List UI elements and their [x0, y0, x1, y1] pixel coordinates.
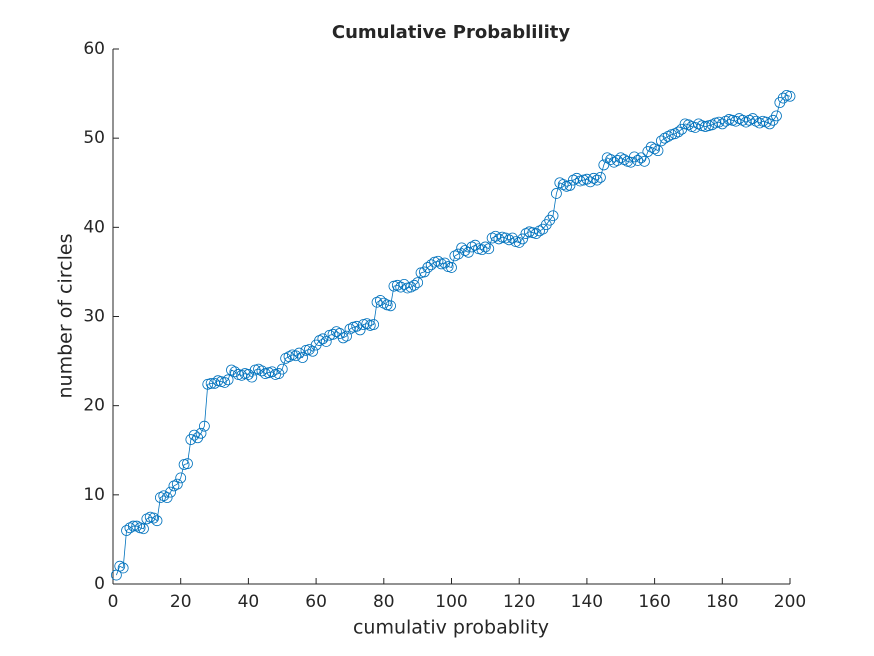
- data-marker: [591, 174, 603, 186]
- data-marker: [513, 237, 525, 248]
- data-marker: [385, 300, 396, 312]
- data-marker: [351, 320, 363, 332]
- x-tick-label: 140: [571, 592, 603, 612]
- data-marker: [195, 427, 207, 439]
- data-marker: [246, 371, 258, 383]
- data-marker: [517, 233, 528, 245]
- x-tick-label: 0: [108, 592, 119, 612]
- x-axis-label: cumulativ probablity: [353, 617, 549, 639]
- y-tick-label: 50: [83, 128, 105, 148]
- data-marker: [307, 345, 319, 357]
- data-marker: [151, 515, 163, 527]
- y-tick-label: 30: [83, 307, 105, 327]
- data-marker: [584, 176, 596, 188]
- data-marker: [276, 363, 288, 375]
- data-marker: [198, 420, 210, 432]
- data-marker: [483, 243, 495, 255]
- y-tick-label: 40: [83, 217, 105, 237]
- data-marker: [595, 171, 606, 183]
- data-marker: [127, 520, 139, 532]
- data-marker: [205, 377, 217, 389]
- x-tick-label: 40: [238, 592, 260, 612]
- chart-title: Cumulative Probablility: [332, 22, 571, 43]
- data-marker: [605, 154, 616, 165]
- data-marker: [777, 92, 789, 104]
- data-marker: [463, 246, 474, 258]
- x-tick-label: 200: [774, 592, 806, 612]
- x-tick-label: 180: [706, 592, 738, 612]
- data-marker: [188, 429, 200, 441]
- data-marker: [764, 118, 776, 130]
- data-marker: [165, 486, 176, 498]
- data-marker: [219, 377, 231, 388]
- data-marker: [452, 248, 464, 260]
- x-tick-label: 120: [503, 592, 535, 612]
- y-axis-label: number of circles: [55, 234, 77, 399]
- data-marker: [229, 366, 241, 378]
- data-marker: [432, 255, 444, 267]
- data-marker: [672, 126, 684, 138]
- data-marker: [290, 350, 302, 362]
- data-marker: [564, 180, 576, 191]
- data-marker: [632, 155, 644, 166]
- y-tick-label: 20: [83, 396, 105, 416]
- data-marker: [182, 458, 193, 470]
- data-marker: [551, 188, 562, 199]
- data-marker: [138, 523, 149, 535]
- data-marker: [490, 230, 501, 242]
- data-marker: [320, 336, 332, 347]
- x-tick-label: 60: [305, 592, 327, 612]
- data-marker: [297, 352, 308, 363]
- data-marker: [327, 328, 339, 340]
- x-tick-label: 160: [638, 592, 670, 612]
- data-marker: [368, 319, 380, 330]
- data-marker: [598, 159, 610, 171]
- data-marker: [354, 324, 366, 336]
- data-marker: [222, 374, 234, 386]
- data-marker: [547, 210, 559, 222]
- data-marker: [408, 279, 420, 291]
- data-marker: [148, 512, 160, 524]
- data-marker: [446, 262, 457, 273]
- data-marker: [771, 110, 782, 122]
- data-marker: [635, 152, 647, 164]
- x-tick-label: 20: [170, 592, 192, 612]
- data-marker: [652, 145, 664, 157]
- data-marker: [784, 90, 796, 102]
- data-marker: [412, 277, 424, 289]
- data-marker: [628, 151, 640, 163]
- data-marker: [266, 366, 278, 378]
- y-tick-label: 60: [83, 39, 105, 59]
- data-marker: [317, 333, 329, 345]
- data-marker: [639, 155, 650, 167]
- y-tick-label: 0: [94, 574, 105, 594]
- data-marker: [161, 492, 173, 503]
- data-marker: [341, 330, 352, 342]
- x-tick-label: 100: [435, 592, 467, 612]
- data-marker: [422, 262, 434, 273]
- data-marker: [476, 244, 488, 256]
- data-marker: [117, 562, 129, 574]
- x-tick-label: 80: [373, 592, 395, 612]
- y-tick-label: 10: [83, 485, 105, 505]
- data-marker: [175, 472, 187, 484]
- data-marker: [171, 478, 183, 490]
- data-marker: [625, 156, 637, 168]
